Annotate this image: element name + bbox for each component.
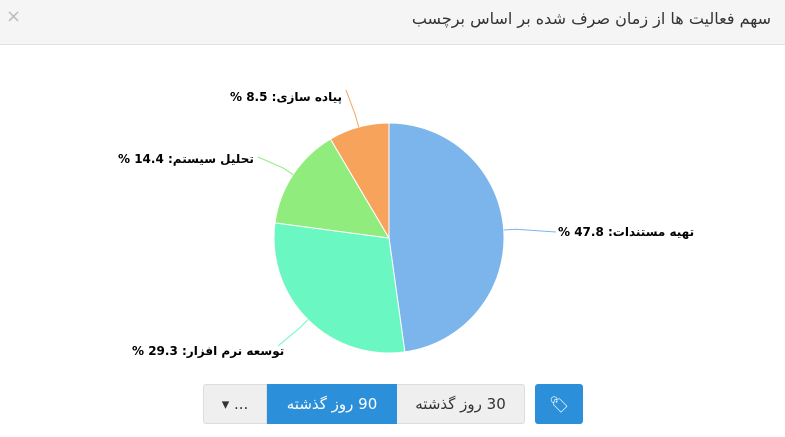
range-30-days-button[interactable]: 30 روز گذشته xyxy=(397,384,525,424)
dialog-header: × سهم فعالیت ها از زمان صرف شده بر اساس … xyxy=(0,0,785,45)
pie-slice[interactable] xyxy=(273,222,406,354)
tag-button[interactable]: 🏷 xyxy=(535,384,583,424)
pie-slice[interactable] xyxy=(274,138,390,239)
tag-icon: 🏷 xyxy=(548,394,570,414)
pie-connector xyxy=(257,156,294,175)
pie-connector xyxy=(503,228,557,233)
pie-slice[interactable] xyxy=(388,122,505,353)
range-button-group: ... ▾ 90 روز گذشته 30 روز گذشته 🏷 xyxy=(203,384,583,424)
pie-label: تهیه مستندات: 47.8 % xyxy=(558,225,695,239)
pie-connector xyxy=(277,319,309,347)
pie-label: توسعه نرم افزار: 29.3 % xyxy=(132,344,285,358)
pie-slice[interactable] xyxy=(329,122,390,240)
pie-connector xyxy=(345,89,360,128)
dialog-title: سهم فعالیت ها از زمان صرف شده بر اساس بر… xyxy=(411,9,771,28)
more-dropdown-button[interactable]: ... ▾ xyxy=(203,384,267,424)
close-icon[interactable]: × xyxy=(6,6,22,27)
pie-label: پیاده سازی: 8.5 % xyxy=(230,90,342,104)
range-90-days-button[interactable]: 90 روز گذشته xyxy=(267,384,397,424)
pie-label: تحلیل سیستم: 14.4 % xyxy=(118,152,254,166)
